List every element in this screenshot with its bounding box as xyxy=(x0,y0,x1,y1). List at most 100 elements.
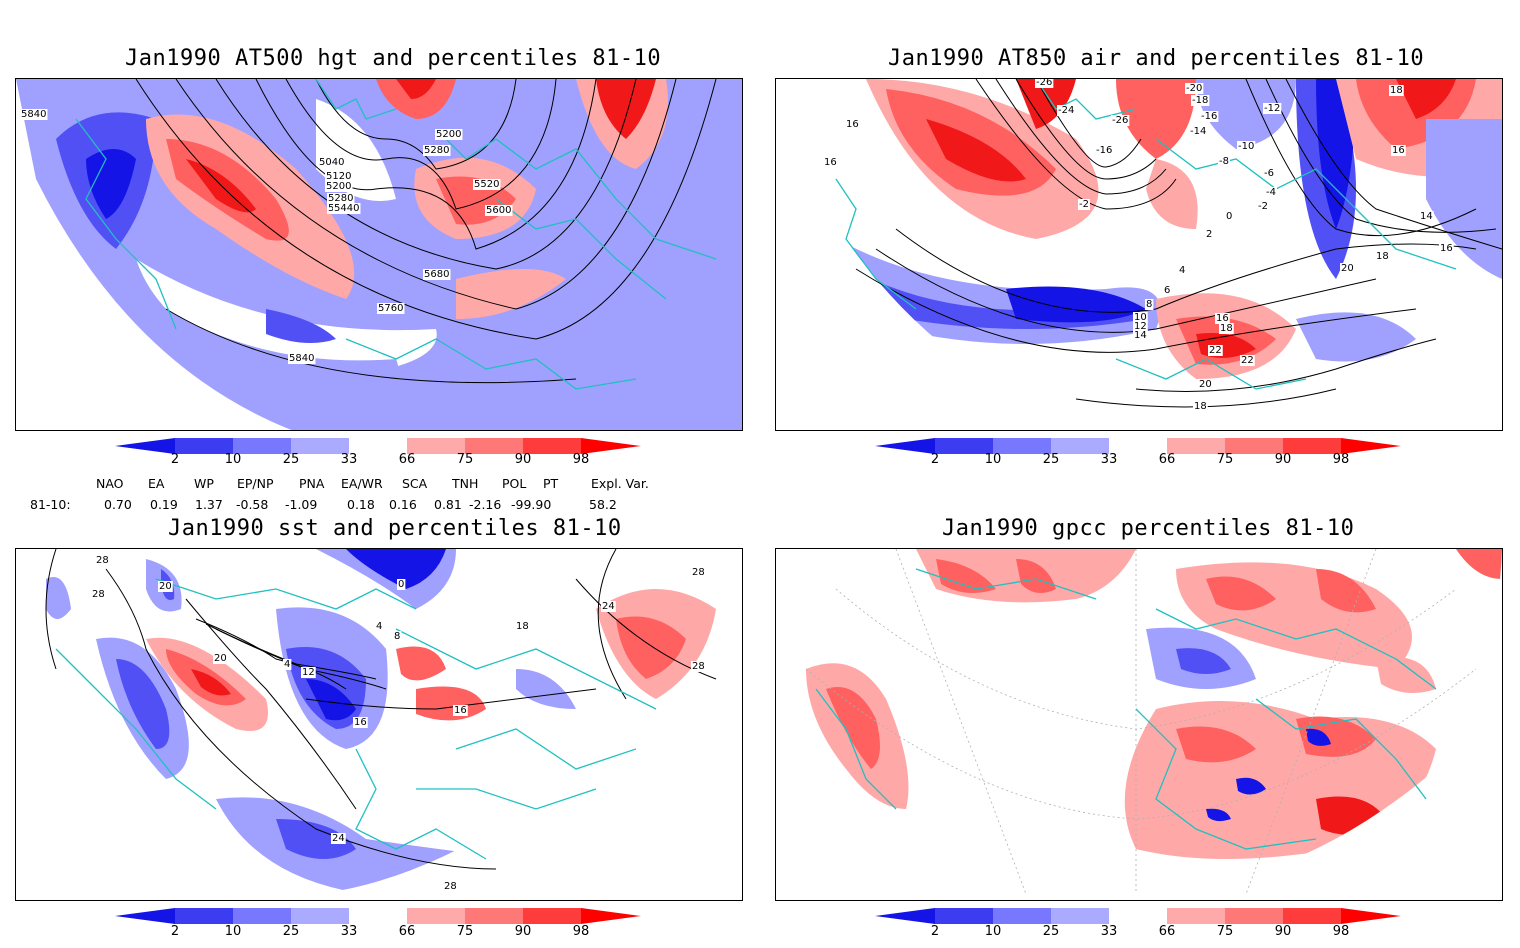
contour-label: 28 xyxy=(444,881,457,892)
contour-label-bg xyxy=(325,181,353,192)
contour-label: 0 xyxy=(398,579,404,590)
panel-title-gpcc: Jan1990 gpcc percentiles 81-10 xyxy=(942,516,1355,541)
contour-label-bg xyxy=(1133,312,1148,323)
contour-label-bg xyxy=(1419,211,1434,222)
contour-label-bg xyxy=(318,157,346,168)
contour-label: 5040 xyxy=(319,157,344,168)
index-header: EA xyxy=(148,476,165,491)
contour-label: 18 xyxy=(1220,323,1233,334)
contour-label-bg xyxy=(1198,379,1213,390)
colorbar-sst: 2 10 25 33 66 75 90 98 xyxy=(115,908,675,948)
contour-label: 20 xyxy=(214,653,227,664)
colorbar-label: 2 xyxy=(170,452,180,467)
contour-label: 16 xyxy=(354,717,367,728)
contour-label-bg xyxy=(1439,243,1454,254)
contour-label-bg xyxy=(301,667,316,678)
colorbar-gpcc: 2 10 25 33 66 75 90 98 xyxy=(875,908,1435,948)
contour-label: 16 xyxy=(846,119,859,130)
contour-label-bg xyxy=(288,353,316,364)
contour-label-bg xyxy=(353,717,368,728)
index-value: -0.58 xyxy=(236,497,269,512)
index-value: 0.18 xyxy=(347,497,375,512)
colorbar-label: 75 xyxy=(456,452,474,467)
contour-label-bg xyxy=(327,193,355,204)
contour-label-bg xyxy=(1111,115,1130,126)
map-gpcc-canvas xyxy=(776,549,1502,895)
colorbar-label: 66 xyxy=(398,924,416,939)
colorbar-label: 75 xyxy=(1216,924,1234,939)
contour-label: 16 xyxy=(824,157,837,168)
colorbar-label: 75 xyxy=(456,924,474,939)
colorbar-label: 10 xyxy=(984,924,1002,939)
contour-label-bg xyxy=(691,567,706,578)
contour-label-bg xyxy=(375,621,384,632)
contour-label-bg xyxy=(1237,141,1256,152)
contour-label-bg xyxy=(1218,156,1230,167)
colorbar-label: 98 xyxy=(1332,452,1350,467)
contour-label-bg xyxy=(1265,187,1277,198)
contour-label: 0 xyxy=(1226,211,1232,222)
contour-label-bg xyxy=(1257,201,1269,212)
colorbar-label: 66 xyxy=(1158,924,1176,939)
colorbar-label: 2 xyxy=(930,452,940,467)
index-header: PNA xyxy=(299,476,325,491)
colorbar-label: 33 xyxy=(340,924,358,939)
panel-title-sst: Jan1990 sst and percentiles 81-10 xyxy=(168,516,622,541)
index-row-label: 81-10: xyxy=(30,497,71,512)
contour-label: 4 xyxy=(376,621,382,632)
colorbar-swatches xyxy=(115,438,641,454)
colorbar-label: 33 xyxy=(1100,924,1118,939)
contour-label-bg xyxy=(1208,345,1223,356)
index-value: 0.70 xyxy=(104,497,132,512)
contour-label: 5280 xyxy=(328,193,353,204)
contour-label-bg xyxy=(331,833,346,844)
contour-label: 5280 xyxy=(424,145,449,156)
contour-label-bg xyxy=(1205,229,1214,240)
contour-label: 5120 xyxy=(326,171,351,182)
index-value: 0.19 xyxy=(150,497,178,512)
contour-label-bg xyxy=(1145,299,1154,310)
contour-label-bg xyxy=(1340,263,1355,274)
contour-label-bg xyxy=(393,631,402,642)
contour-label: 28 xyxy=(92,589,105,600)
colorbar-label: 10 xyxy=(984,452,1002,467)
contour-label: 5200 xyxy=(326,181,351,192)
contour-label: 22 xyxy=(1209,345,1222,356)
colorbar-label: 90 xyxy=(514,924,532,939)
contour-label: 16 xyxy=(454,705,467,716)
contour-label: 2 xyxy=(1206,229,1212,240)
contour-label-bg xyxy=(325,171,353,182)
contour-label: 28 xyxy=(96,555,109,566)
index-header: POL xyxy=(502,476,527,491)
contour-label-bg xyxy=(1189,126,1208,137)
contour-label: 28 xyxy=(692,661,705,672)
contour-label: -18 xyxy=(1192,95,1208,106)
contour-label-bg xyxy=(1191,95,1210,106)
hgt-contour-labels: 5840 5040 5120 5200 5280 5360 5440 5200 … xyxy=(20,109,513,364)
contour-label: 16 xyxy=(1216,313,1229,324)
contour-label: -6 xyxy=(1264,168,1274,179)
colorbar-swatches xyxy=(875,438,1401,454)
contour-label: 20 xyxy=(159,581,172,592)
colorbar-label: 2 xyxy=(170,924,180,939)
contour-label: 18 xyxy=(1194,401,1207,412)
contour-label-bg xyxy=(1391,145,1406,156)
contour-label: 18 xyxy=(1390,85,1403,96)
colorbar-label: 10 xyxy=(224,452,242,467)
colorbar-air: 2 10 25 33 66 75 90 98 xyxy=(875,438,1435,478)
map-panel-hgt: 5840 5040 5120 5200 5280 5360 5440 5200 … xyxy=(15,78,743,431)
contour-label-bg xyxy=(1035,79,1054,88)
contour-label-bg xyxy=(1078,199,1090,210)
colorbar-label: 25 xyxy=(282,924,300,939)
index-value: -2.16 xyxy=(469,497,502,512)
index-value: 0.16 xyxy=(389,497,417,512)
contour-label-bg xyxy=(1163,285,1172,296)
contour-label: 8 xyxy=(1146,299,1152,310)
contour-label-bg xyxy=(1193,401,1208,412)
contour-label-bg xyxy=(1200,111,1219,122)
colorbar-label: 90 xyxy=(514,452,532,467)
index-value: -99.90 xyxy=(511,497,552,512)
contour-label: 24 xyxy=(332,833,345,844)
contour-label: 14 xyxy=(1134,330,1147,341)
contour-label: 22 xyxy=(1241,355,1254,366)
